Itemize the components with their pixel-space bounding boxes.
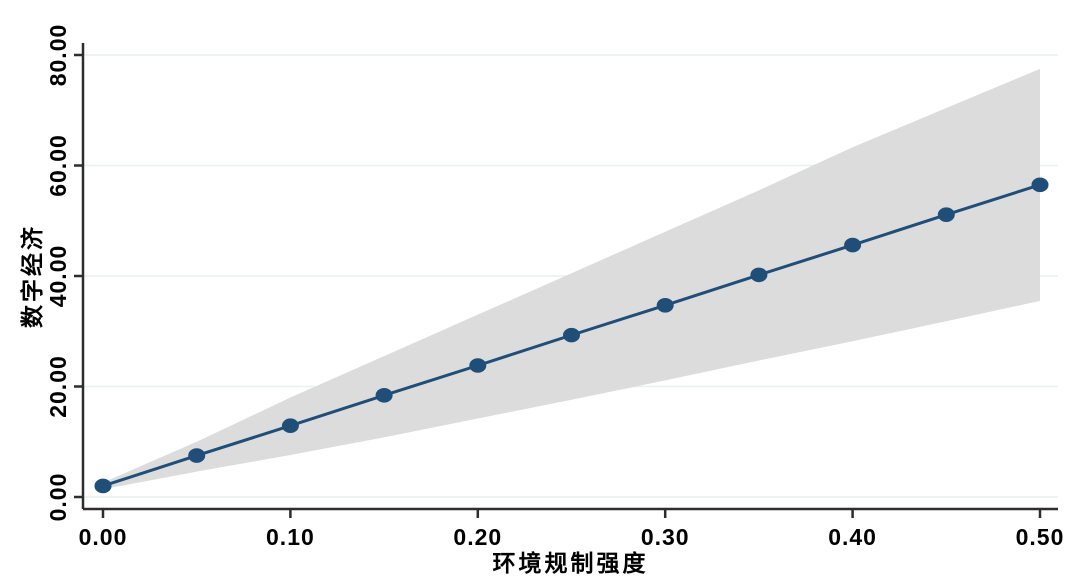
data-point	[375, 388, 393, 403]
y-tick-label: 60.00	[45, 134, 71, 197]
x-tick-label: 0.30	[641, 524, 690, 550]
x-axis-title: 环境规制强度	[493, 550, 649, 576]
data-point	[563, 327, 580, 343]
data-point	[188, 448, 206, 463]
data-point	[94, 478, 112, 494]
data-points	[94, 177, 1049, 494]
confidence-band	[103, 68, 1040, 490]
y-tick-label: 20.00	[45, 355, 71, 418]
x-tick-label: 0.40	[828, 524, 877, 550]
x-tick-label: 0.20	[453, 524, 502, 550]
y-axis-title: 数字经济	[19, 224, 45, 328]
data-point	[469, 358, 487, 373]
x-tick-label: 0.00	[79, 524, 128, 550]
data-point	[937, 207, 955, 222]
data-point	[1031, 177, 1049, 193]
y-tick-label: 0.00	[45, 473, 71, 522]
data-point	[844, 237, 862, 253]
data-point	[750, 267, 768, 283]
x-tick-label: 0.10	[266, 524, 315, 550]
x-tick-label: 0.50	[1016, 524, 1065, 550]
y-tick-label: 40.00	[45, 245, 71, 308]
data-point	[656, 297, 674, 313]
data-point	[281, 418, 299, 434]
y-tick-label: 80.00	[45, 24, 71, 87]
